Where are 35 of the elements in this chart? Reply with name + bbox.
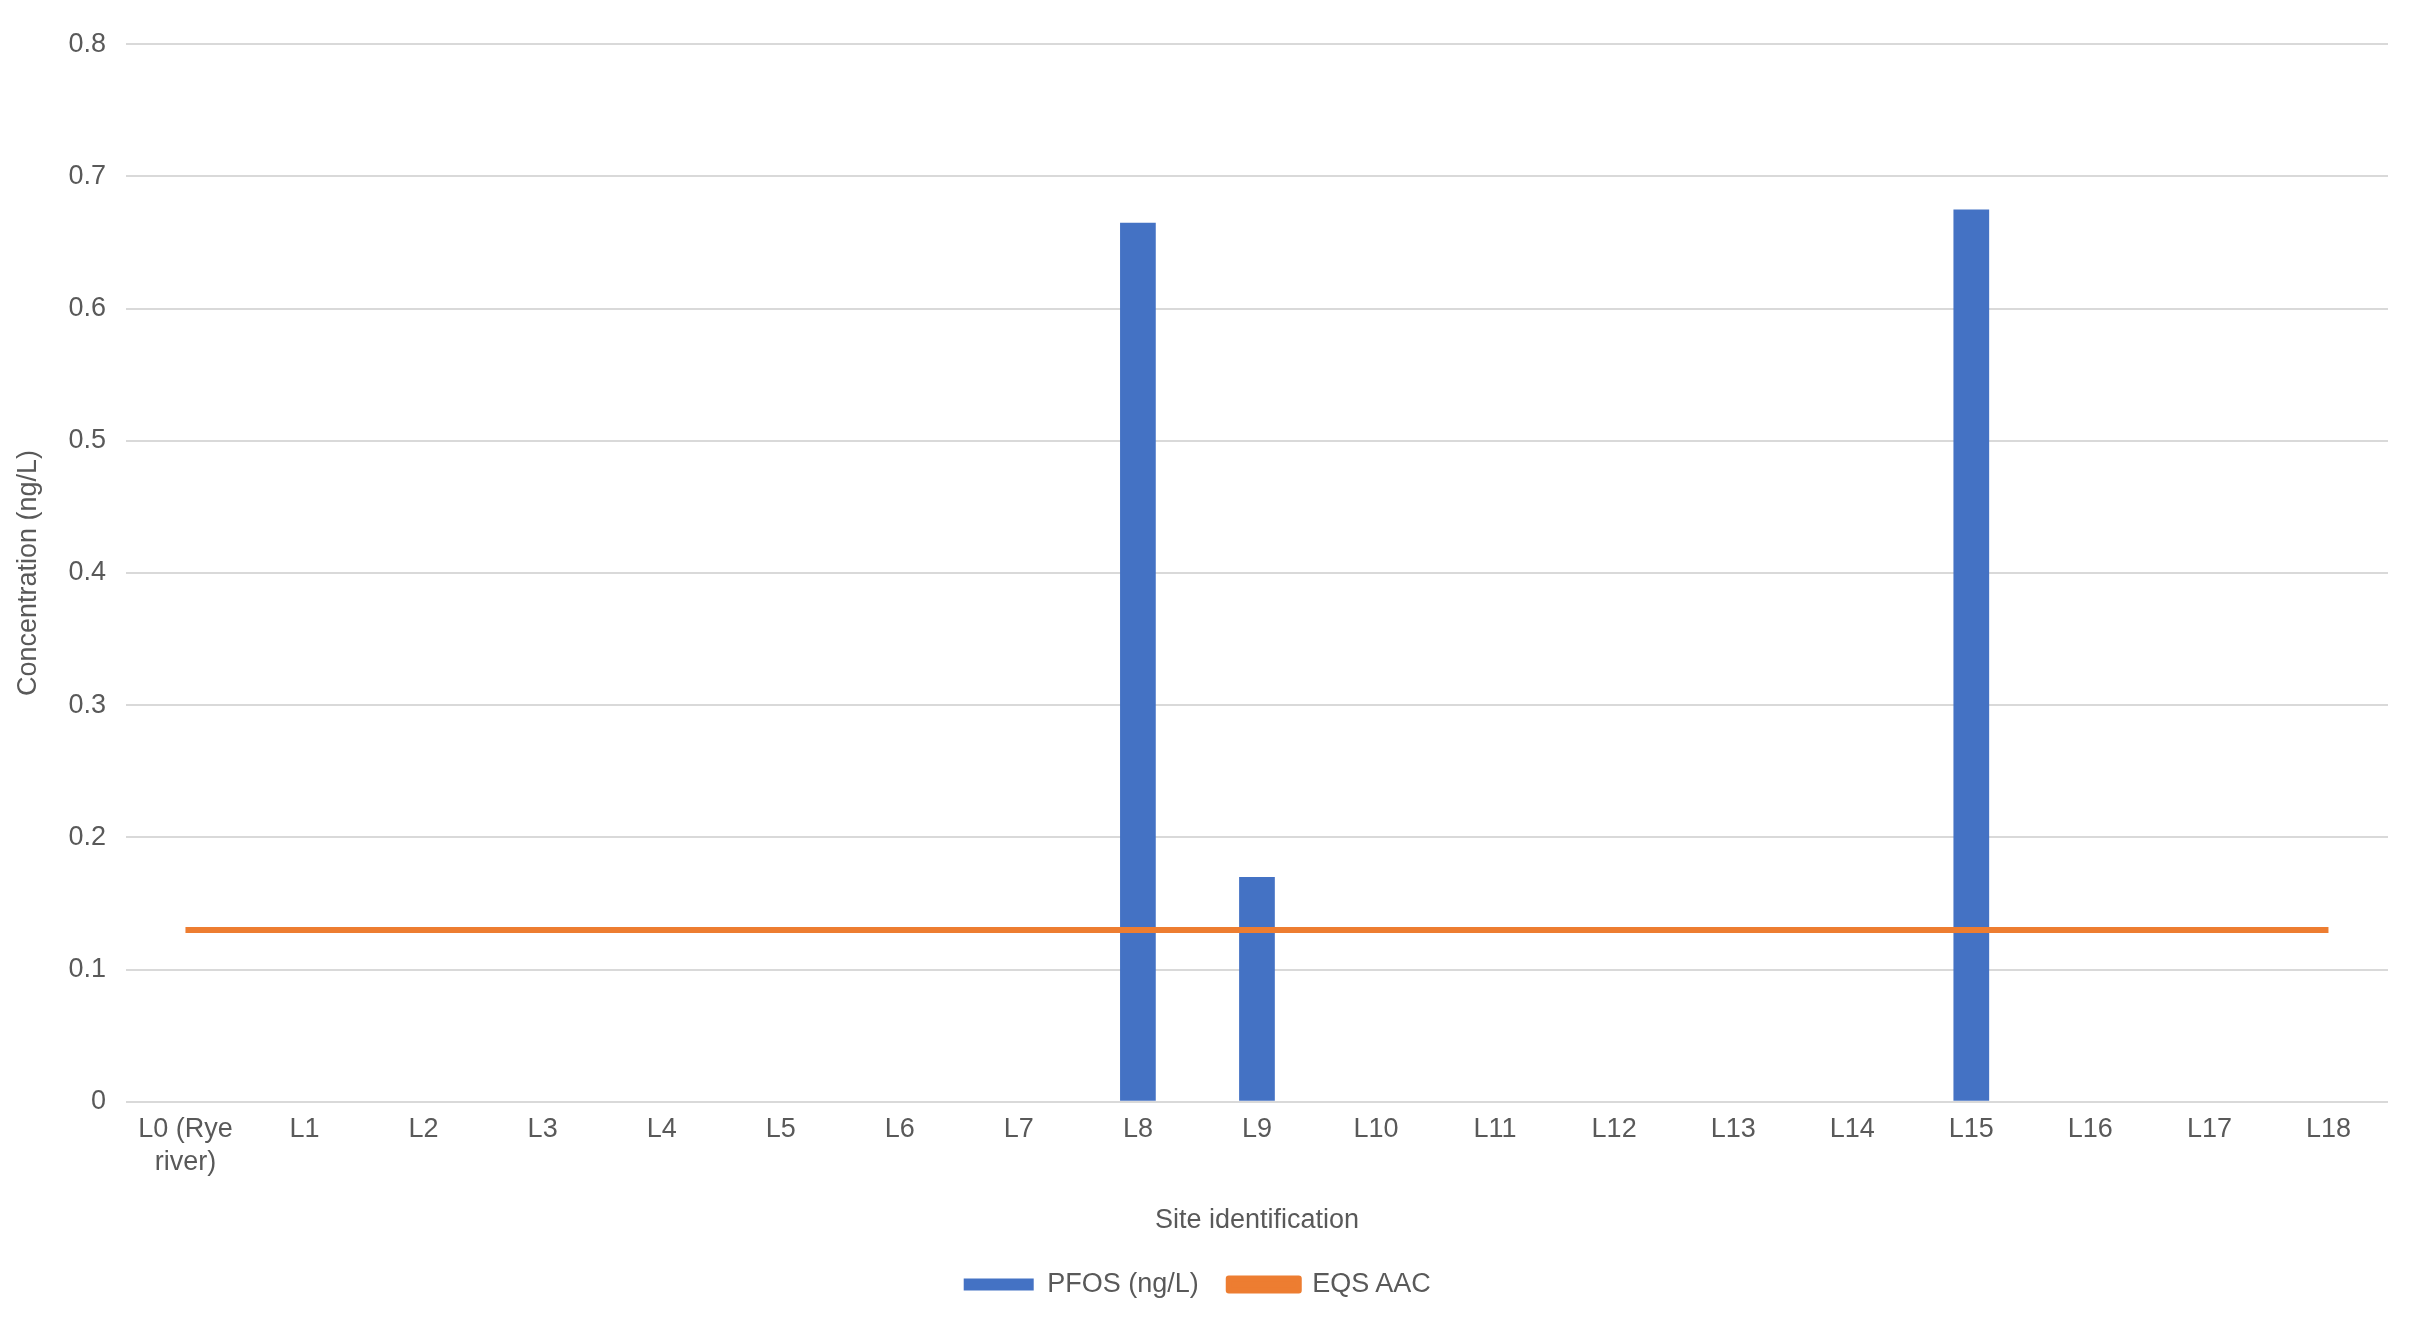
y-tick-label: 0.6 [68, 292, 106, 323]
x-tick-label: L0 (Rye river) [138, 1113, 233, 1176]
x-tick-label: L17 [2186, 1113, 2232, 1144]
x-tick-label: L6 [884, 1113, 915, 1144]
x-tick-label: L8 [1122, 1113, 1153, 1144]
y-tick-label: 0.4 [68, 556, 106, 587]
x-axis-title: Site identification [1154, 1204, 1360, 1235]
x-tick-label: L1 [289, 1113, 320, 1144]
y-tick-label: 0.7 [68, 159, 106, 190]
x-tick-label: L2 [408, 1113, 439, 1144]
bar [1120, 222, 1156, 1101]
y-tick-label: 0.3 [68, 688, 106, 719]
y-tick-label: 0 [90, 1085, 106, 1116]
x-tick-label: L14 [1829, 1113, 1875, 1144]
x-tick-label: L18 [2305, 1113, 2351, 1144]
x-tick-label: L15 [1948, 1113, 1994, 1144]
x-tick-label: L7 [1003, 1113, 1034, 1144]
x-tick-label: L10 [1353, 1113, 1399, 1144]
y-tick-label: 0.2 [68, 820, 106, 851]
legend-label: PFOS (ng/L) [1047, 1267, 1199, 1298]
y-tick-label: 0.1 [68, 953, 106, 984]
legend-label: EQS AAC [1312, 1267, 1431, 1298]
x-tick-label: L4 [646, 1113, 677, 1144]
x-tick-label: L9 [1241, 1113, 1272, 1144]
bar [1239, 877, 1275, 1101]
y-tick-label: 0.5 [68, 424, 106, 455]
x-tick-label: L13 [1710, 1113, 1756, 1144]
x-tick-label: L16 [2067, 1113, 2113, 1144]
x-tick-label: L12 [1591, 1113, 1637, 1144]
bar [1953, 209, 1990, 1101]
x-tick-label: L11 [1473, 1113, 1517, 1144]
x-tick-label: L3 [527, 1113, 558, 1144]
x-tick-label: L5 [765, 1113, 796, 1144]
y-axis-title: Concentration (ng/L) [11, 449, 42, 697]
y-tick-label: 0.8 [68, 27, 106, 58]
